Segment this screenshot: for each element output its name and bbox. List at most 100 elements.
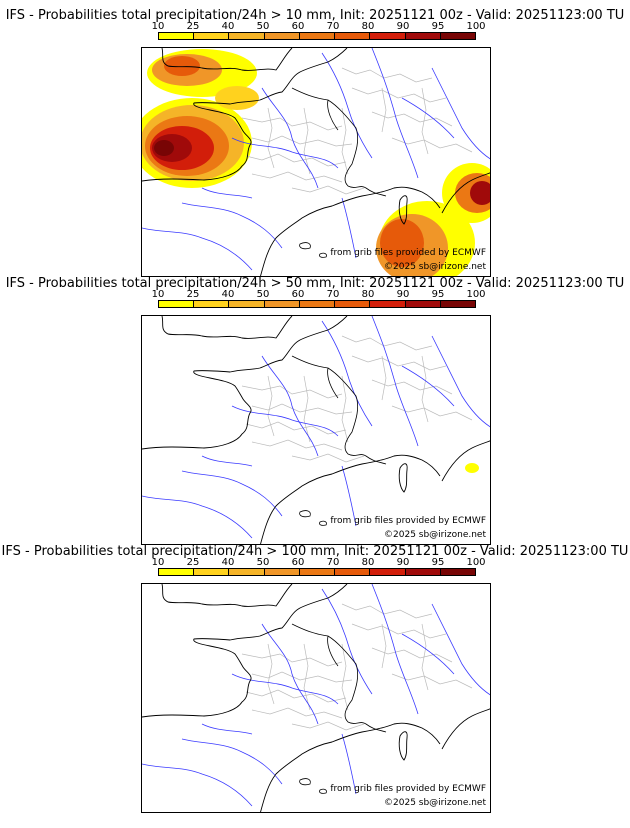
colorbar-swatch: [194, 301, 230, 307]
coastline: [142, 584, 348, 718]
river: [371, 316, 419, 447]
admin-boundary: [341, 107, 349, 175]
admin-boundary: [245, 153, 347, 167]
scale-tick-label: 10: [151, 289, 165, 300]
admin-boundary: [303, 375, 311, 443]
scale-tick-label: 80: [361, 557, 375, 568]
colorbar-swatch: [229, 33, 265, 39]
river: [201, 455, 253, 467]
probability-colorbar: [158, 300, 476, 308]
admin-boundary: [241, 385, 343, 399]
copyright-credit: ©2025 sb@irizone.net: [384, 798, 486, 808]
scale-tick-label: 40: [221, 21, 235, 32]
river: [431, 603, 490, 696]
river: [371, 48, 419, 179]
balearic-islands: [299, 242, 327, 258]
admin-boundary: [341, 335, 433, 351]
admin-boundary: [267, 107, 275, 169]
river: [261, 355, 319, 457]
source-credit: from grib files provided by ECMWF: [330, 516, 486, 526]
scale-tick-label: 40: [221, 289, 235, 300]
probability-area: [470, 181, 490, 205]
source-credit: from grib files provided by ECMWF: [330, 248, 486, 258]
scale-tick-label: 95: [431, 21, 445, 32]
coastline: [142, 48, 348, 182]
map-title: IFS - Probabilities total precipitation/…: [5, 8, 625, 23]
admin-boundary: [303, 643, 311, 711]
river: [261, 87, 319, 189]
colorbar-swatch: [405, 301, 441, 307]
country-border: [291, 355, 387, 465]
balearic-islands: [299, 510, 327, 526]
river: [341, 465, 357, 527]
corsica: [398, 463, 408, 493]
river: [401, 365, 455, 407]
admin-boundary: [251, 403, 353, 415]
scale-tick-label: 95: [431, 289, 445, 300]
scale-tick-label: 10: [151, 557, 165, 568]
panel-10mm: IFS - Probabilities total precipitation/…: [0, 8, 630, 277]
colorbar-swatch: [194, 33, 230, 39]
river: [371, 584, 419, 715]
admin-boundary: [251, 135, 353, 147]
scale-tick-label: 50: [256, 289, 270, 300]
scale-tick-label: 95: [431, 557, 445, 568]
admin-boundary: [351, 623, 447, 639]
scale-tick-label: 70: [326, 289, 340, 300]
admin-boundary: [251, 439, 343, 451]
river: [321, 52, 373, 159]
scale-tick-label: 60: [291, 557, 305, 568]
scale-tick-label: 60: [291, 21, 305, 32]
colorbar-swatch: [335, 569, 371, 575]
country-border: [291, 623, 387, 733]
coastline: [142, 316, 348, 450]
colorbar-swatch: [264, 301, 300, 307]
river: [321, 320, 373, 427]
colorbar-swatch: [299, 301, 336, 307]
coastline-south: [260, 454, 441, 544]
admin-boundary: [421, 355, 429, 423]
admin-boundary: [291, 185, 365, 195]
admin-boundary: [291, 721, 365, 731]
probability-colorbar: [158, 32, 476, 40]
colorbar-swatch: [299, 33, 336, 39]
river: [431, 67, 490, 160]
admin-boundary: [421, 87, 429, 155]
colorbar-swatch: [229, 569, 265, 575]
admin-boundary: [381, 355, 387, 401]
colorbar-swatch: [335, 301, 371, 307]
colorbar-swatch: [264, 33, 300, 39]
italy-coast: [441, 440, 490, 482]
admin-boundary: [251, 671, 353, 683]
map-title: IFS - Probabilities total precipitation/…: [5, 276, 625, 291]
admin-boundary: [341, 67, 433, 83]
country-border: [291, 87, 387, 197]
colorbar-swatch: [370, 301, 406, 307]
colorbar-swatch: [299, 569, 336, 575]
river: [142, 763, 253, 807]
scale-tick-label: 60: [291, 289, 305, 300]
coastline-south: [260, 186, 441, 276]
river: [142, 227, 253, 271]
scale-tick-label: 40: [221, 557, 235, 568]
admin-boundary: [241, 653, 343, 667]
river: [431, 335, 490, 428]
panel-100mm: IFS - Probabilities total precipitation/…: [0, 544, 630, 813]
colorbar-swatch: [264, 569, 300, 575]
source-credit: from grib files provided by ECMWF: [330, 784, 486, 794]
admin-boundary: [291, 453, 365, 463]
copyright-credit: ©2025 sb@irizone.net: [384, 262, 486, 272]
colorbar-swatch: [159, 569, 195, 575]
river: [401, 633, 455, 675]
colorbar-swatch: [229, 301, 265, 307]
colorbar-swatch: [405, 33, 441, 39]
river: [401, 97, 455, 139]
colorbar-swatch: [440, 301, 475, 307]
map-title: IFS - Probabilities total precipitation/…: [1, 544, 629, 559]
admin-boundary: [351, 87, 447, 103]
admin-boundary: [341, 375, 349, 443]
colorbar-swatch: [405, 569, 441, 575]
river: [341, 733, 357, 795]
colorbar-swatch: [370, 569, 406, 575]
scale-tick-label: 100: [466, 557, 486, 568]
